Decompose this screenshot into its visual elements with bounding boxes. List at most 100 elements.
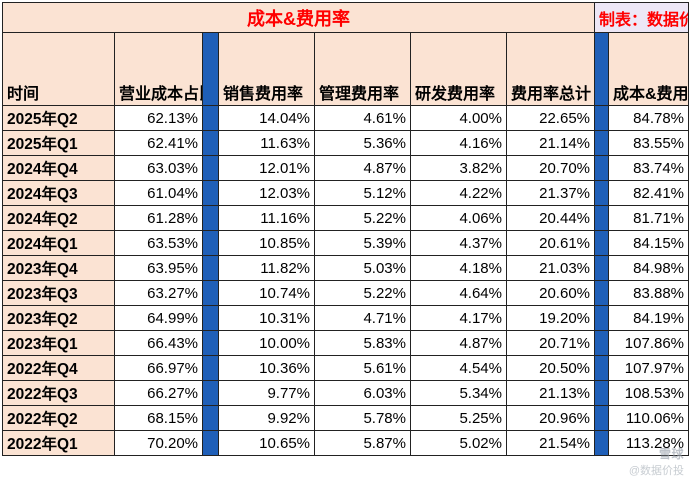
cell-admin-expense[interactable]: 4.87% (314, 155, 411, 181)
cell-cost-ratio[interactable]: 62.13% (114, 105, 203, 131)
cell-expense-total[interactable]: 21.13% (506, 380, 595, 406)
cell-sales-expense[interactable]: 14.04% (218, 105, 315, 131)
cell-period[interactable]: 2023年Q2 (2, 305, 115, 331)
cell-cost-ratio[interactable]: 66.27% (114, 380, 203, 406)
cell-expense-total[interactable]: 21.54% (506, 430, 595, 456)
cell-period[interactable]: 2024年Q2 (2, 205, 115, 231)
cell-sales-expense[interactable]: 10.00% (218, 330, 315, 356)
cell-admin-expense[interactable]: 5.87% (314, 430, 411, 456)
cell-sales-expense[interactable]: 10.36% (218, 355, 315, 381)
cell-rd-expense[interactable]: 4.18% (410, 255, 507, 281)
cell-admin-expense[interactable]: 4.71% (314, 305, 411, 331)
cell-rd-expense[interactable]: 4.37% (410, 230, 507, 256)
cell-admin-expense[interactable]: 5.12% (314, 180, 411, 206)
cell-cost-expense-total[interactable]: 84.78% (607, 105, 690, 131)
cell-cost-ratio[interactable]: 61.04% (114, 180, 203, 206)
cell-admin-expense[interactable]: 6.03% (314, 380, 411, 406)
cell-sales-expense[interactable]: 11.16% (218, 205, 315, 231)
cell-rd-expense[interactable]: 4.17% (410, 305, 507, 331)
cell-expense-total[interactable]: 22.65% (506, 105, 595, 131)
header-expense-total[interactable]: 费用率总计 (506, 32, 595, 106)
cell-sales-expense[interactable]: 11.82% (218, 255, 315, 281)
header-cost-expense-total[interactable]: 成本&费用率总计 (607, 32, 690, 106)
cell-admin-expense[interactable]: 5.03% (314, 255, 411, 281)
header-cost-ratio[interactable]: 营业成本占比 (114, 32, 203, 106)
cell-rd-expense[interactable]: 5.34% (410, 380, 507, 406)
cell-expense-total[interactable]: 20.60% (506, 280, 595, 306)
cell-period[interactable]: 2022年Q3 (2, 380, 115, 406)
sheet-title[interactable]: 成本&费用率 (2, 2, 595, 33)
cell-period[interactable]: 2023年Q1 (2, 330, 115, 356)
cell-expense-total[interactable]: 20.50% (506, 355, 595, 381)
cell-admin-expense[interactable]: 5.61% (314, 355, 411, 381)
cell-cost-ratio[interactable]: 66.43% (114, 330, 203, 356)
cell-cost-ratio[interactable]: 62.41% (114, 130, 203, 156)
cell-cost-ratio[interactable]: 63.95% (114, 255, 203, 281)
cell-admin-expense[interactable]: 5.22% (314, 205, 411, 231)
cell-expense-total[interactable]: 21.14% (506, 130, 595, 156)
cell-period[interactable]: 2024年Q1 (2, 230, 115, 256)
cell-cost-expense-total[interactable]: 83.55% (607, 130, 690, 156)
cell-sales-expense[interactable]: 10.65% (218, 430, 315, 456)
cell-period[interactable]: 2025年Q2 (2, 105, 115, 131)
cell-period[interactable]: 2023年Q3 (2, 280, 115, 306)
header-sales-expense[interactable]: 销售费用率 (218, 32, 315, 106)
cell-sales-expense[interactable]: 12.01% (218, 155, 315, 181)
cell-period[interactable]: 2024年Q4 (2, 155, 115, 181)
cell-cost-expense-total[interactable]: 82.41% (607, 180, 690, 206)
cell-expense-total[interactable]: 20.71% (506, 330, 595, 356)
cell-cost-expense-total[interactable]: 84.98% (607, 255, 690, 281)
cell-cost-expense-total[interactable]: 84.15% (607, 230, 690, 256)
cell-period[interactable]: 2024年Q3 (2, 180, 115, 206)
cell-cost-expense-total[interactable]: 83.74% (607, 155, 690, 181)
cell-admin-expense[interactable]: 5.83% (314, 330, 411, 356)
cell-expense-total[interactable]: 20.70% (506, 155, 595, 181)
cell-expense-total[interactable]: 20.96% (506, 405, 595, 431)
cell-period[interactable]: 2025年Q1 (2, 130, 115, 156)
cell-rd-expense[interactable]: 3.82% (410, 155, 507, 181)
cell-rd-expense[interactable]: 5.25% (410, 405, 507, 431)
cell-cost-ratio[interactable]: 70.20% (114, 430, 203, 456)
cell-sales-expense[interactable]: 9.77% (218, 380, 315, 406)
cell-sales-expense[interactable]: 10.31% (218, 305, 315, 331)
cell-rd-expense[interactable]: 4.87% (410, 330, 507, 356)
cell-cost-expense-total[interactable]: 83.88% (607, 280, 690, 306)
cell-period[interactable]: 2023年Q4 (2, 255, 115, 281)
cell-sales-expense[interactable]: 10.85% (218, 230, 315, 256)
cell-rd-expense[interactable]: 4.06% (410, 205, 507, 231)
cell-cost-ratio[interactable]: 64.99% (114, 305, 203, 331)
cell-rd-expense[interactable]: 4.16% (410, 130, 507, 156)
cell-admin-expense[interactable]: 5.36% (314, 130, 411, 156)
cell-expense-total[interactable]: 20.44% (506, 205, 595, 231)
cell-rd-expense[interactable]: 4.64% (410, 280, 507, 306)
cell-rd-expense[interactable]: 4.54% (410, 355, 507, 381)
cell-cost-ratio[interactable]: 68.15% (114, 405, 203, 431)
cell-admin-expense[interactable]: 4.61% (314, 105, 411, 131)
cell-cost-ratio[interactable]: 63.03% (114, 155, 203, 181)
cell-period[interactable]: 2022年Q4 (2, 355, 115, 381)
header-rd-expense[interactable]: 研发费用率 (410, 32, 507, 106)
cell-expense-total[interactable]: 20.61% (506, 230, 595, 256)
cell-expense-total[interactable]: 21.37% (506, 180, 595, 206)
cell-admin-expense[interactable]: 5.78% (314, 405, 411, 431)
cell-expense-total[interactable]: 21.03% (506, 255, 595, 281)
cell-rd-expense[interactable]: 4.22% (410, 180, 507, 206)
cell-cost-expense-total[interactable]: 107.97% (607, 355, 690, 381)
cell-rd-expense[interactable]: 5.02% (410, 430, 507, 456)
cell-cost-ratio[interactable]: 66.97% (114, 355, 203, 381)
cell-sales-expense[interactable]: 12.03% (218, 180, 315, 206)
cell-cost-expense-total[interactable]: 108.53% (607, 380, 690, 406)
cell-sales-expense[interactable]: 11.63% (218, 130, 315, 156)
cell-cost-expense-total[interactable]: 110.06% (607, 405, 690, 431)
cell-period[interactable]: 2022年Q1 (2, 430, 115, 456)
cell-sales-expense[interactable]: 10.74% (218, 280, 315, 306)
header-admin-expense[interactable]: 管理费用率 (314, 32, 411, 106)
cell-rd-expense[interactable]: 4.00% (410, 105, 507, 131)
cell-cost-expense-total[interactable]: 84.19% (607, 305, 690, 331)
cell-admin-expense[interactable]: 5.22% (314, 280, 411, 306)
cell-cost-expense-total[interactable]: 107.86% (607, 330, 690, 356)
cell-cost-ratio[interactable]: 61.28% (114, 205, 203, 231)
cell-period[interactable]: 2022年Q2 (2, 405, 115, 431)
cell-expense-total[interactable]: 19.20% (506, 305, 595, 331)
maker-credit[interactable]: 制表：数据价投 (593, 2, 690, 33)
